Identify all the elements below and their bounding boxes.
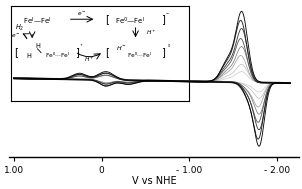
X-axis label: V vs NHE: V vs NHE	[132, 176, 177, 186]
